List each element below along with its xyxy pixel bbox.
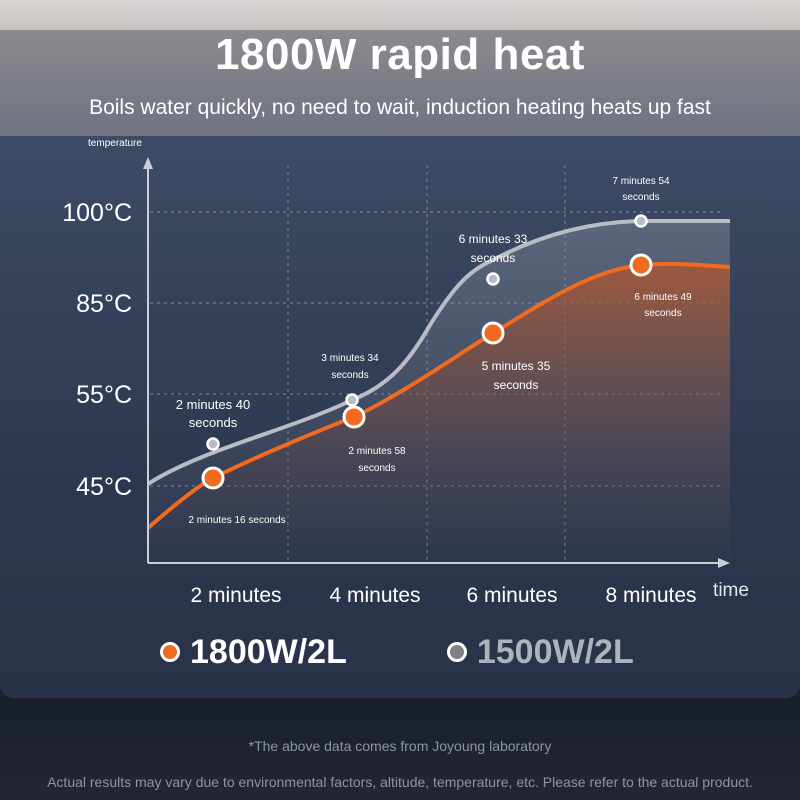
y-axis-arrow bbox=[143, 157, 153, 169]
x-tick-label-6: 6 minutes bbox=[466, 584, 557, 607]
y-tick-label-100: 100°C bbox=[62, 199, 132, 227]
label-1500-7m54s-line1: 7 minutes 54 bbox=[612, 176, 670, 187]
legend-item-1800: 1800W/2L bbox=[160, 633, 347, 672]
x-axis-title: time bbox=[713, 580, 749, 601]
y-tick-label-55: 55°C bbox=[76, 381, 132, 409]
axes bbox=[143, 157, 730, 568]
series-1500-line bbox=[146, 219, 730, 486]
y-tick-label-85: 85°C bbox=[76, 290, 132, 318]
point-1500-3m34s bbox=[345, 393, 359, 407]
header-band bbox=[0, 30, 800, 136]
legend-item-1500: 1500W/2L bbox=[446, 632, 634, 672]
disclaimer-footnote: Actual results may vary due to environme… bbox=[47, 774, 753, 790]
y-axis-title: temperature bbox=[88, 138, 142, 149]
top-background bbox=[0, 0, 800, 30]
point-1800-5m35s bbox=[481, 321, 505, 345]
label-1800-5m35s-line2: seconds bbox=[494, 378, 539, 392]
label-1500-2m40s-line2: seconds bbox=[189, 415, 238, 430]
page-subtitle: Boils water quickly, no need to wait, in… bbox=[89, 96, 711, 119]
label-1800-6m49s-line2: seconds bbox=[644, 308, 681, 319]
point-1800-6m49s bbox=[629, 253, 653, 277]
x-axis-arrow bbox=[718, 558, 730, 568]
x-tick-label-8: 8 minutes bbox=[605, 584, 696, 607]
label-1500-2m40s-line1: 2 minutes 40 bbox=[176, 397, 250, 412]
point-1500-6m33s bbox=[486, 272, 500, 286]
label-1800-6m49s-line1: 6 minutes 49 bbox=[634, 292, 692, 303]
series-1800-points bbox=[201, 253, 653, 490]
x-tick-label-2: 2 minutes bbox=[190, 584, 281, 607]
page-title: 1800W rapid heat bbox=[215, 30, 585, 79]
label-1500-6m33s-line1: 6 minutes 33 bbox=[459, 232, 528, 246]
legend-dot-1800-icon bbox=[160, 642, 180, 662]
label-1800-2m16s-line1: 2 minutes 16 seconds bbox=[188, 515, 285, 526]
chart-legend: 1800W/2L 1500W/2L bbox=[160, 630, 720, 674]
point-1500-2m40s bbox=[206, 437, 220, 451]
point-1800-2m58s bbox=[342, 405, 366, 429]
x-tick-label-4: 4 minutes bbox=[329, 584, 420, 607]
series-1800-area bbox=[148, 263, 730, 563]
legend-label-1500: 1500W/2L bbox=[476, 632, 634, 671]
point-1800-2m16s bbox=[201, 466, 225, 490]
label-1500-7m54s-line2: seconds bbox=[622, 192, 659, 203]
footer-background bbox=[0, 698, 800, 800]
label-1500-6m33s-line2: seconds bbox=[471, 251, 516, 265]
label-1800-5m35s-line1: 5 minutes 35 bbox=[482, 359, 551, 373]
legend-dot-1500-icon bbox=[446, 642, 467, 662]
point-1500-7m54s bbox=[634, 214, 648, 228]
label-1800-2m58s-line2: seconds bbox=[358, 463, 395, 474]
label-1800-2m58s-line1: 2 minutes 58 bbox=[348, 446, 406, 457]
source-footnote: *The above data comes from Joyoung labor… bbox=[248, 738, 552, 754]
legend-label-1800: 1800W/2L bbox=[190, 632, 347, 671]
series-1500-points bbox=[206, 214, 648, 451]
label-1500-3m34s-line2: seconds bbox=[331, 370, 368, 381]
y-tick-label-45: 45°C bbox=[76, 473, 132, 501]
label-1500-3m34s-line1: 3 minutes 34 bbox=[321, 353, 379, 364]
